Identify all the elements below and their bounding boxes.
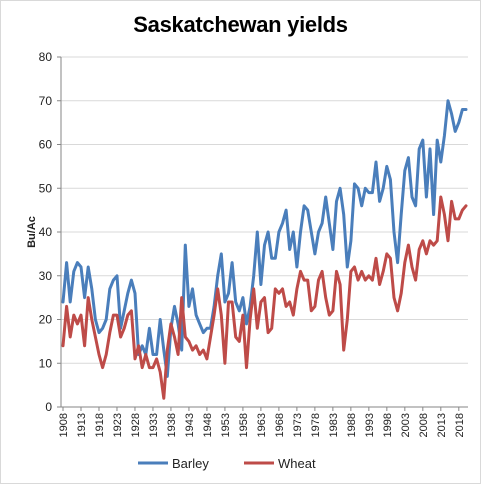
series-line-barley [61,99,468,378]
y-tick-label: 40 [39,225,53,239]
series-lines [61,99,468,400]
x-tick-label: 1963 [256,413,268,437]
x-tick-label: 1968 [274,413,286,437]
x-tick-label: 1938 [166,413,178,437]
y-axis-label: Bu/Ac [26,216,38,248]
y-tick-label: 30 [39,269,53,283]
y-tick-label: 80 [39,50,53,64]
x-tick-label: 1958 [238,413,250,437]
x-tick-label: 1923 [112,413,124,437]
legend: Barley Wheat [138,456,316,471]
legend-label-barley: Barley [172,456,209,471]
axes [57,56,468,411]
x-tick-label: 1953 [220,413,232,437]
y-tick-labels: 0 10 20 30 40 50 60 70 80 [39,50,53,414]
x-tick-label: 1943 [184,413,196,437]
x-tick-label: 2003 [400,413,412,437]
series-line-wheat [61,195,468,400]
x-tick-label: 2008 [418,413,430,437]
x-tick-label: 2013 [436,413,448,437]
x-tick-label: 1973 [292,413,304,437]
x-tick-label: 1983 [328,413,340,437]
x-tick-label: 2018 [454,413,466,437]
x-tick-label: 1908 [58,413,70,437]
x-tick-label: 1993 [364,413,376,437]
y-tick-label: 10 [39,356,53,370]
x-tick-label: 1913 [76,413,88,437]
x-tick-labels: 1908 1913 1918 1923 1928 1933 1938 1943 1948 1953… [58,413,466,437]
x-tick-label: 1978 [310,413,322,437]
x-tick-label: 1918 [94,413,106,437]
y-tick-label: 50 [39,181,53,195]
legend-label-wheat: Wheat [278,456,316,471]
y-tick-label: 70 [39,94,53,108]
chart-title: Saskatchewan yields [133,12,348,37]
x-tick-label: 1948 [202,413,214,437]
x-tick-label: 1928 [130,413,142,437]
x-tick-label: 1933 [148,413,160,437]
x-tick-label: 1988 [346,413,358,437]
y-tick-label: 20 [39,313,53,327]
y-tick-label: 0 [45,400,52,414]
y-tick-label: 60 [39,138,53,152]
x-tick-label: 1998 [382,413,394,437]
